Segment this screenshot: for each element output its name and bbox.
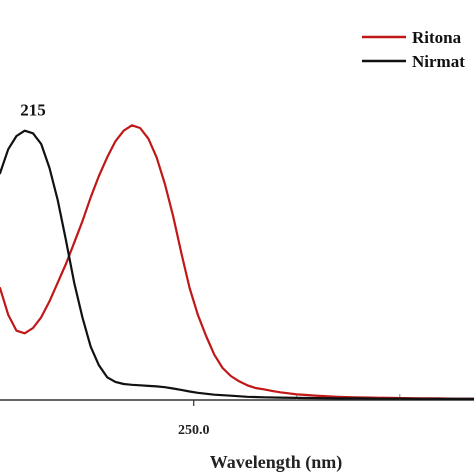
legend: Ritona Nirmat — [362, 28, 465, 71]
series-line-ritona — [0, 124, 474, 400]
peak-annotation: 215 — [20, 100, 46, 119]
x-tick-label: 250.0 — [178, 423, 210, 438]
series-layer — [0, 124, 474, 400]
series-line-nirmat — [0, 129, 474, 400]
legend-label: Ritona — [412, 28, 462, 47]
plot-area: 250.0 215 — [0, 100, 474, 438]
x-axis-label: Wavelength (nm) — [210, 452, 343, 473]
legend-label: Nirmat — [412, 52, 465, 71]
annotation-layer: 215 — [20, 100, 46, 119]
